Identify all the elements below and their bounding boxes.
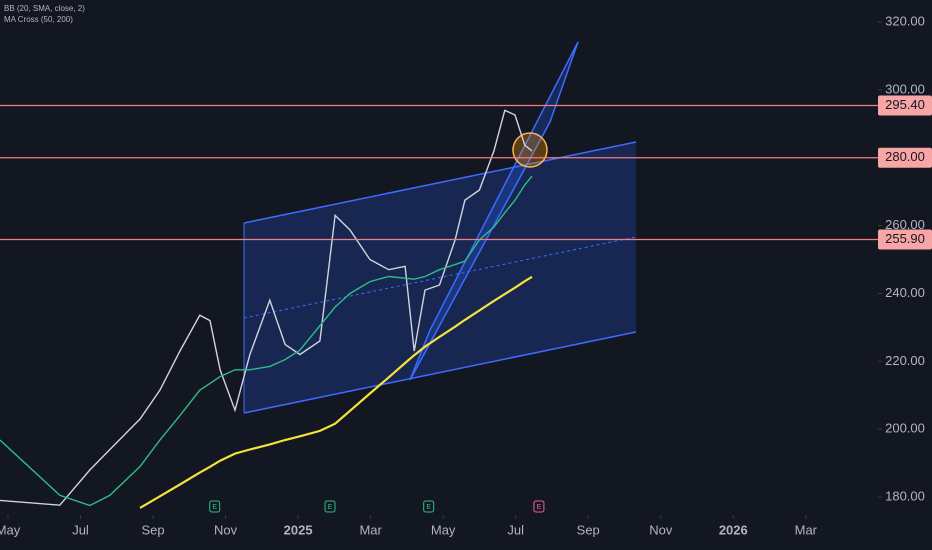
price-level-label: 255.90 <box>885 231 925 246</box>
y-tick-label: 180.00 <box>885 488 925 503</box>
event-label: E <box>212 504 217 511</box>
price-level-box <box>878 147 932 168</box>
price-level-box <box>878 95 932 116</box>
x-tick-label: Nov <box>214 522 238 537</box>
y-tick-label: 200.00 <box>885 421 925 436</box>
price-axis <box>878 0 932 550</box>
price-level-label: 295.40 <box>885 97 925 112</box>
y-tick-label: 220.00 <box>885 353 925 368</box>
x-tick-label: May <box>431 522 456 537</box>
event-label: E <box>328 504 333 511</box>
x-tick-label: Jul <box>72 522 89 537</box>
x-tick-label: 2025 <box>284 522 313 537</box>
event-marker <box>324 500 336 513</box>
series-line <box>139 275 533 509</box>
indicator-label: BB (20, SMA, close, 2) <box>4 4 85 13</box>
x-tick-label: Mar <box>795 522 818 537</box>
series-line <box>0 175 533 507</box>
x-tick-label: Sep <box>141 522 164 537</box>
x-tick-label: Mar <box>359 522 382 537</box>
channel-edge <box>243 331 637 414</box>
x-tick-label: May <box>0 522 21 537</box>
price-level-box <box>878 229 932 250</box>
axes: 180.00 200.00 220.00 240.00 260.00 280.00 300.… <box>0 13 932 537</box>
event-marker <box>209 500 221 513</box>
y-tick-label: 240.00 <box>885 285 925 300</box>
x-tick-label: 2026 <box>719 522 748 537</box>
x-tick-label: Jul <box>507 522 524 537</box>
event-marker <box>423 500 435 513</box>
x-tick-label: Sep <box>577 522 600 537</box>
series-line <box>0 109 533 506</box>
event-marker <box>533 500 545 513</box>
event-label: E <box>426 504 431 511</box>
event-label: E <box>537 504 542 511</box>
price-level-label: 280.00 <box>885 149 925 164</box>
channel-mid <box>243 236 637 319</box>
y-tick-label: 260.00 <box>885 217 925 232</box>
channel-edge <box>243 141 637 224</box>
x-tick-label: Nov <box>649 522 673 537</box>
indicator-label: MA Cross (50, 200) <box>4 15 73 24</box>
y-tick-label: 320.00 <box>885 13 925 28</box>
y-tick-label: 300.00 <box>885 81 925 96</box>
